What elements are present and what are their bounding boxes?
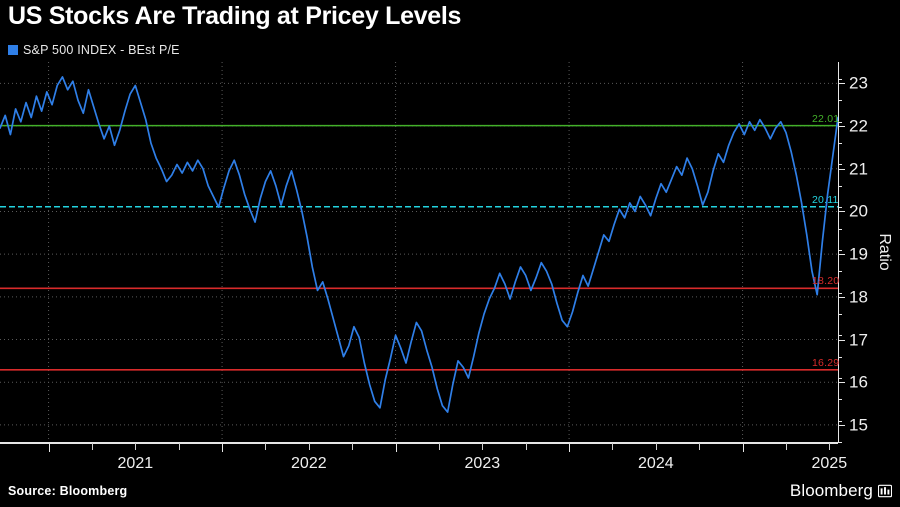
y-axis-minor-tick (838, 377, 842, 379)
y-axis-tick (838, 339, 845, 341)
legend-item-label: S&P 500 INDEX - BEst P/E (23, 43, 180, 57)
x-axis-quarter-tick (785, 443, 787, 450)
y-axis: 23 22 21 20 19 18 17 16 15 Ratio (838, 62, 900, 443)
x-axis-quarter-tick (438, 443, 440, 450)
y-axis-minor-tick (838, 271, 842, 273)
x-axis-quarter-tick (482, 443, 484, 450)
y-axis-tick-label: 20 (849, 201, 868, 221)
y-axis-tick-label: 16 (849, 372, 868, 392)
x-axis-label: 2024 (638, 455, 674, 472)
y-axis-tick-label: 17 (849, 330, 868, 350)
x-axis-quarter-tick (655, 443, 657, 450)
y-axis-tick (838, 254, 845, 256)
y-axis-tick-label: 23 (849, 73, 868, 93)
y-axis-title: Ratio (876, 233, 893, 271)
chart-legend: S&P 500 INDEX - BEst P/E (8, 43, 180, 57)
y-axis-line (838, 62, 839, 442)
y-axis-minor-tick (838, 335, 842, 337)
y-axis-minor-tick (838, 228, 842, 230)
bloomberg-terminal-icon (878, 484, 892, 498)
x-axis-label: 2023 (464, 455, 501, 472)
y-axis-minor-tick (838, 399, 842, 401)
y-axis-minor-tick (838, 185, 842, 187)
y-axis-minor-tick (838, 249, 842, 251)
x-axis-year-tick (742, 443, 744, 452)
x-axis-quarter-tick (699, 443, 701, 450)
y-axis-tick-label: 18 (849, 287, 868, 307)
plot-area (0, 62, 838, 442)
x-axis-quarter-tick (178, 443, 180, 450)
y-axis-tick (838, 168, 845, 170)
y-axis-tick (838, 83, 845, 85)
y-axis-minor-tick (838, 121, 842, 123)
y-axis-minor-tick (838, 292, 842, 294)
y-axis-tick (838, 382, 845, 384)
x-axis-year-tick (222, 443, 224, 452)
x-axis-quarter-tick (612, 443, 614, 450)
y-axis-minor-tick (838, 79, 842, 81)
x-axis-quarter-tick (829, 443, 831, 450)
x-axis-label: 2022 (291, 455, 327, 472)
y-axis-tick-label: 15 (849, 415, 868, 435)
x-axis-line (0, 442, 838, 444)
y-axis-minor-tick (838, 164, 842, 166)
x-axis-label: 2021 (117, 455, 154, 472)
reference-label-lower-red-line: 16.29 (812, 356, 840, 369)
y-axis-minor-tick (838, 356, 842, 358)
y-axis-tick (838, 424, 845, 426)
bloomberg-wordmark: Bloomberg (789, 481, 873, 500)
y-axis-tick (838, 211, 845, 213)
page-title: US Stocks Are Trading at Pricey Levels (8, 2, 462, 30)
y-axis-minor-tick (838, 442, 842, 443)
y-axis-minor-tick (838, 143, 842, 145)
price-chart-svg (0, 62, 838, 442)
source-note: Source: Bloomberg (8, 484, 128, 498)
x-axis-quarter-tick (265, 443, 267, 450)
x-axis-quarter-tick (135, 443, 137, 450)
y-axis-tick-label: 22 (849, 116, 868, 136)
y-axis-tick (838, 296, 845, 298)
legend-square-marker-icon (8, 45, 18, 55)
x-axis-quarter-tick (352, 443, 354, 450)
y-axis-minor-tick (838, 313, 842, 315)
y-axis-tick-label: 21 (849, 159, 868, 179)
bloomberg-branding: Bloomberg (790, 481, 892, 501)
x-axis-year-tick (569, 443, 571, 452)
x-axis-quarter-tick (308, 443, 310, 450)
y-axis-tick (838, 126, 845, 128)
x-axis-quarter-tick (525, 443, 527, 450)
y-axis-tick-label: 19 (849, 244, 868, 264)
y-axis-minor-tick (838, 420, 842, 422)
x-axis-year-tick (395, 443, 397, 452)
reference-label-mean-cyan-line: 20.11 (812, 193, 839, 206)
reference-label-upper-green-line: 22.01 (812, 112, 840, 125)
x-axis-quarter-tick (91, 443, 93, 450)
series-line (0, 76, 838, 413)
y-axis-minor-tick (838, 207, 842, 209)
x-axis-year-tick (48, 443, 50, 452)
reference-label-upper-red-line: 18.20 (812, 275, 840, 288)
y-axis-minor-tick (838, 100, 842, 102)
x-axis-label: 2025 (811, 455, 848, 472)
